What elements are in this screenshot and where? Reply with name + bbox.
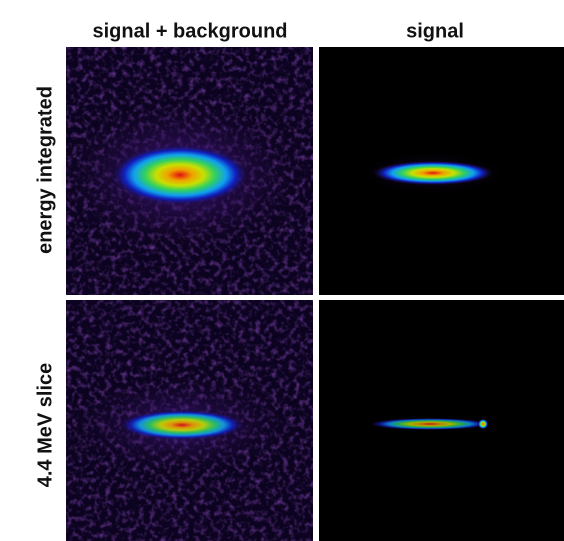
image-panel bbox=[66, 300, 313, 541]
image-panel bbox=[319, 47, 564, 295]
image-panel bbox=[319, 300, 564, 541]
image-panel bbox=[60, 47, 313, 295]
column-header: signal bbox=[406, 20, 464, 42]
row-label: 4.4 MeV slice bbox=[34, 363, 56, 488]
column-header: signal + background bbox=[92, 20, 287, 42]
row-label: energy integrated bbox=[34, 86, 56, 254]
